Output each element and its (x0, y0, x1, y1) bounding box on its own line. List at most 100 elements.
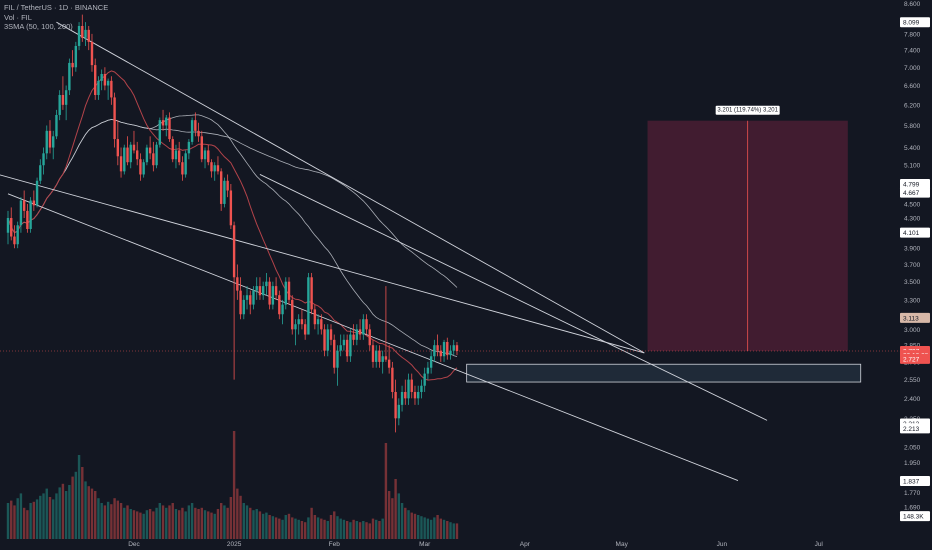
volume-bar (55, 493, 58, 539)
volume-bar (252, 510, 255, 539)
volume-bar (94, 491, 97, 539)
volume-bar (303, 522, 307, 539)
candle-body (161, 120, 165, 126)
candle-body (261, 286, 265, 296)
volume-bar (442, 519, 446, 539)
volume-bar (113, 498, 116, 539)
candle-body (342, 339, 346, 346)
volume-bar (429, 519, 433, 539)
candle-body (13, 236, 16, 245)
y-tick-label: 6.200 (904, 102, 921, 109)
legend-volume[interactable]: Vol · FIL (4, 12, 32, 22)
candle-body (71, 62, 74, 68)
candle-body (216, 165, 220, 172)
candle-body (362, 319, 365, 335)
candle-body (6, 218, 10, 233)
candle-body (16, 225, 19, 245)
volume-bar (90, 488, 94, 539)
volume-bar (284, 515, 287, 539)
candle-body (174, 150, 178, 160)
candle-body (210, 162, 213, 172)
candle-body (258, 286, 262, 296)
candle-body (271, 286, 275, 305)
candle-body (129, 144, 132, 163)
volume-bar (16, 498, 19, 539)
candle-body (442, 341, 446, 357)
candle-body (136, 150, 139, 160)
y-tick-label: 7.800 (904, 31, 921, 38)
candle-body (423, 373, 426, 386)
candle-body (52, 136, 55, 148)
volume-bar (142, 513, 145, 539)
y-tick-label: 3.900 (904, 246, 921, 253)
candle-body (455, 345, 459, 352)
volume-bar (342, 519, 346, 539)
y-tick-label: 4.500 (904, 201, 921, 208)
candle-body (371, 345, 375, 362)
volume-bar (329, 515, 333, 539)
volume-bar (268, 515, 271, 539)
candle-body (320, 319, 323, 330)
candle-body (300, 319, 304, 325)
volume-bar (13, 505, 16, 539)
legend-sma[interactable]: 3SMA (50, 100, 200) (4, 22, 73, 31)
legend-symbol[interactable]: FIL / TetherUS · 1D · BINANCE (4, 3, 109, 12)
y-tick-label: 1.690 (904, 504, 921, 511)
x-tick-label: Jun (717, 541, 728, 548)
volume-bar (407, 510, 410, 539)
candle-body (58, 95, 61, 115)
volume-bar (226, 507, 229, 539)
y-tick-label: 8.600 (904, 1, 921, 8)
volume-bar (139, 512, 142, 539)
sma-100-line (7, 114, 458, 357)
volume-bar (181, 507, 184, 539)
volume-bar (194, 507, 197, 539)
candle-body (165, 117, 168, 126)
volume-bar (168, 505, 171, 539)
candle-body (333, 339, 336, 368)
volume-bar (200, 507, 203, 539)
candle-body (45, 130, 48, 154)
target-label-bg (715, 105, 780, 115)
volume-bar (48, 497, 52, 539)
y-tick-label: 5.800 (904, 123, 921, 130)
candle-body (387, 359, 391, 368)
candle-body (226, 180, 229, 191)
candle-body (158, 120, 162, 145)
volume-bar (35, 499, 39, 539)
volume-bar (74, 471, 78, 539)
volume-bar (106, 501, 110, 539)
candle-body (203, 150, 207, 160)
candle-body (64, 90, 68, 105)
volume-bar (294, 518, 297, 539)
candle-body (81, 26, 84, 38)
volume-bar (219, 503, 223, 539)
volume-bar (326, 521, 329, 539)
volume-bar (274, 517, 278, 539)
candle-body (116, 139, 120, 157)
volume-bar (232, 431, 236, 539)
y-tick-label: 2.550 (904, 377, 921, 384)
volume-bar (177, 510, 181, 539)
volume-bar (420, 516, 423, 539)
volume-bar (216, 509, 220, 539)
candle-body (336, 350, 339, 368)
candle-body (90, 41, 94, 66)
volume-bar (71, 476, 74, 539)
volume-bar (265, 512, 268, 539)
volume-bar (123, 507, 126, 539)
candle-body (110, 80, 113, 98)
volume-bar (207, 511, 210, 539)
candle-body (145, 147, 149, 163)
candle-body (181, 162, 184, 175)
price-tag-label: 4.101 (903, 230, 920, 237)
volume-bar (32, 501, 36, 539)
x-tick-label: Mar (419, 541, 431, 548)
volume-bar (136, 511, 139, 539)
sma-200-line (7, 119, 458, 288)
candle-body (19, 200, 23, 226)
candle-body (42, 153, 45, 166)
candle-body (200, 136, 203, 160)
volume-bar (174, 509, 178, 539)
